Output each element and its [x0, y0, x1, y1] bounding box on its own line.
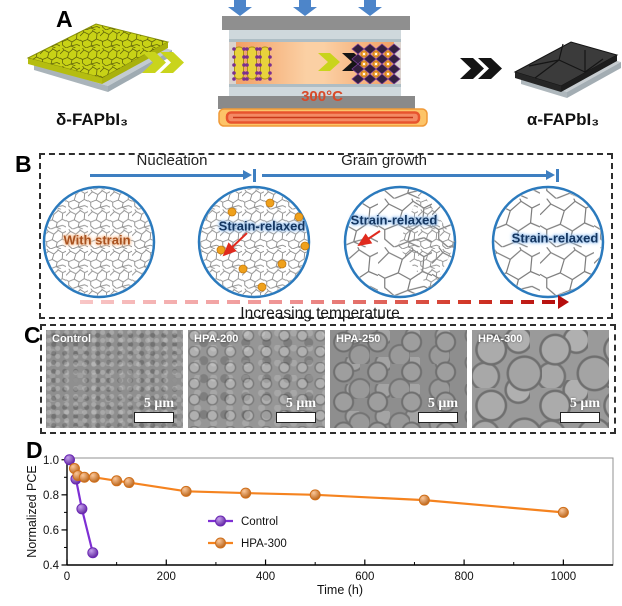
panel-b-border — [39, 153, 613, 319]
increasing-temperature-label: Increasing temperature — [240, 305, 400, 322]
strain-relaxed-label-2: Strain-relaxed — [350, 212, 438, 228]
press-to-alpha-arrow — [460, 58, 502, 79]
nucleation-arrow-endbar — [253, 169, 256, 182]
with-strain-label: With strain — [63, 232, 131, 248]
scale-bar — [560, 412, 600, 423]
svg-text:400: 400 — [256, 571, 275, 583]
grain-evolution-schematic — [42, 185, 605, 299]
delta-crystal-structure — [232, 46, 272, 81]
grain-circle-3 — [343, 185, 457, 299]
press-bottom-plate — [218, 96, 415, 109]
scale-bar — [276, 412, 316, 423]
alpha-phase-label: α-FAPbI₃ — [526, 110, 600, 129]
strain-relaxed-label-3: Strain-relaxed — [511, 230, 599, 246]
sem-title: Control — [52, 333, 92, 345]
svg-text:0.8: 0.8 — [43, 490, 59, 502]
hot-press — [218, 0, 428, 127]
alpha-film-illustration — [513, 41, 621, 98]
press-top-plate — [222, 16, 410, 30]
svg-text:1.0: 1.0 — [43, 455, 59, 467]
sem-title: HPA-300 — [478, 333, 523, 345]
svg-text:800: 800 — [454, 571, 473, 583]
panel-c-border — [40, 324, 616, 434]
svg-text:200: 200 — [157, 571, 176, 583]
increasing-temperature-arrow — [80, 300, 558, 304]
panel-b-label: B — [15, 151, 32, 177]
strain-relaxed-pointer-arrow — [222, 232, 248, 257]
delta-to-press-arrow — [142, 52, 184, 73]
scale-bar-text: 5 μm — [143, 396, 174, 411]
grain-circle-4 — [491, 185, 605, 299]
delta-phase-label: δ-FAPbI₃ — [55, 110, 129, 129]
nuclei-dots — [216, 198, 310, 292]
nucleation-stage-label: Nucleation — [136, 152, 208, 169]
svg-text:0.6: 0.6 — [43, 525, 59, 537]
press-temperature-label: 300°C — [301, 88, 343, 105]
grain-circle-1 — [42, 185, 156, 299]
sem-title: HPA-250 — [336, 333, 381, 345]
svg-text:Normalized PCE: Normalized PCE — [25, 465, 39, 557]
nucleation-arrow — [90, 174, 243, 177]
hot-press-schematic — [26, 0, 621, 127]
increasing-temperature-arrowhead-icon — [558, 295, 569, 309]
press-heater — [218, 108, 428, 127]
svg-text:Control: Control — [241, 516, 278, 528]
panel-d-label: D — [26, 437, 43, 463]
nucleation-arrowhead-icon — [243, 170, 252, 180]
alpha-crystal-structure — [351, 43, 401, 85]
press-force-arrows — [228, 0, 382, 16]
sem-image-control: Control 5 μm — [46, 330, 183, 428]
sem-image-hpa-300: HPA-300 5 μm — [472, 330, 609, 428]
strain-relaxed-label-1: Strain-relaxed — [218, 218, 306, 234]
scale-bar-text: 5 μm — [569, 396, 600, 411]
sem-image-hpa-200: HPA-200 5 μm — [188, 330, 325, 428]
panel-c-label: C — [24, 322, 41, 348]
grain-growth-stage-label: Grain growth — [341, 152, 427, 169]
sem-image-hpa-250: HPA-250 5 μm — [330, 330, 467, 428]
scale-bar — [134, 412, 174, 423]
grain-growth-arrow — [262, 174, 546, 177]
strain-relaxed-pointer-arrow — [357, 230, 381, 247]
pce-stability-chart: 0 200 400 600 800 1000 0.4 0.6 0.8 1.0 Time (h) Nor… — [25, 454, 614, 597]
svg-text:0: 0 — [64, 571, 70, 583]
grain-growth-arrowhead-icon — [546, 170, 555, 180]
grain-circle-2 — [197, 185, 311, 299]
svg-text:1000: 1000 — [551, 571, 577, 583]
grain-growth-arrow-endbar — [556, 169, 559, 182]
scale-bar-text: 5 μm — [285, 396, 316, 411]
scale-bar-text: 5 μm — [427, 396, 458, 411]
svg-text:0.4: 0.4 — [43, 560, 60, 572]
svg-text:HPA-300: HPA-300 — [241, 538, 287, 550]
svg-text:Time (h): Time (h) — [317, 583, 363, 597]
svg-text:600: 600 — [355, 571, 374, 583]
scale-bar — [418, 412, 458, 423]
sem-title: HPA-200 — [194, 333, 239, 345]
panel-a-label: A — [56, 6, 73, 32]
phase-transition-arrow-yellow — [318, 53, 340, 71]
